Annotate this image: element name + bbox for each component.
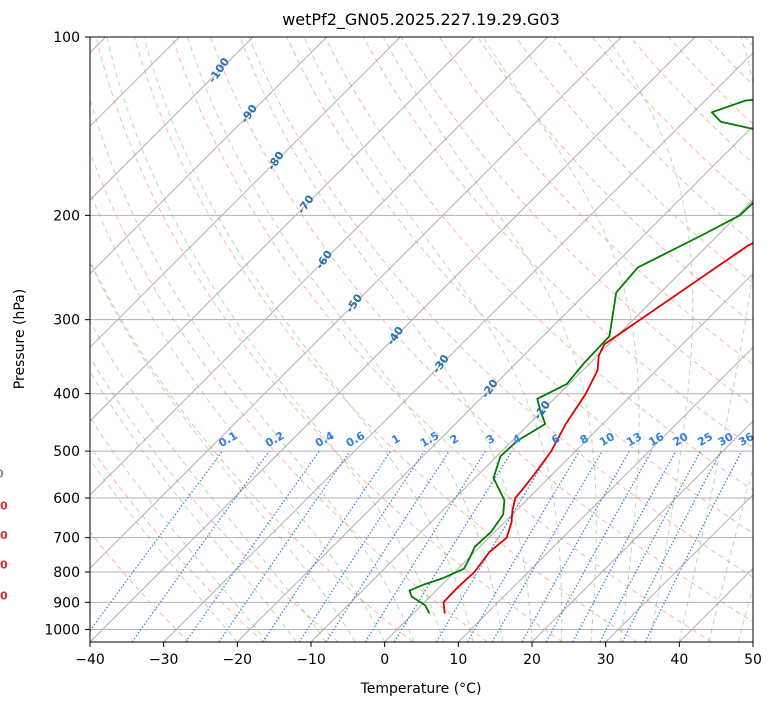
moist-adiabat-line xyxy=(382,37,597,642)
dewpoint-profile xyxy=(408,98,753,614)
x-tick-label: 50 xyxy=(744,652,762,668)
isotherm-line xyxy=(605,493,753,642)
y-tick-label: 600 xyxy=(53,491,80,507)
y-tick-label: 900 xyxy=(53,595,80,611)
moist-adiabat-line xyxy=(143,37,474,642)
y-tick-label: 1000 xyxy=(44,622,80,638)
x-tick-label: −30 xyxy=(149,652,179,668)
dry-adiabat-line xyxy=(210,37,753,623)
mixing-ratio-line xyxy=(262,450,392,642)
mixing-ratio-line xyxy=(218,450,351,642)
isotherm-line xyxy=(163,51,753,642)
isotherm-line xyxy=(90,37,475,422)
mixing-ratio-line xyxy=(521,450,631,642)
isotherm-line xyxy=(384,272,753,642)
moist-adiabat-line xyxy=(607,37,694,642)
x-tick-label: −40 xyxy=(75,652,105,668)
dry-adiabat-line xyxy=(515,37,753,284)
moist-adiabat-label: 10 xyxy=(0,499,8,512)
dry-adiabat-line xyxy=(171,37,712,642)
moist-adiabat-line xyxy=(90,370,297,642)
mixing-ratio-line xyxy=(572,450,677,642)
x-tick-label: −20 xyxy=(223,652,253,668)
moist-adiabat-line xyxy=(90,97,415,642)
moist-adiabat-line xyxy=(482,37,640,642)
y-tick-label: 800 xyxy=(53,565,80,581)
mixing-ratio-line xyxy=(545,450,653,642)
isotherm-line xyxy=(457,346,753,642)
axis-layer: −40 −30 −20 −10 0 10 20 30 40 50 100 200 300 400 500 60… xyxy=(44,30,762,668)
isotherm-line xyxy=(236,125,753,642)
dry-adiabat-line xyxy=(248,37,753,578)
moist-adiabat-line xyxy=(90,190,386,642)
moist-adiabat-line xyxy=(90,458,238,642)
x-tick-label: 40 xyxy=(670,652,688,668)
moist-adiabat-line xyxy=(90,261,356,642)
y-tick-label: 500 xyxy=(53,444,80,460)
x-tick-label: −10 xyxy=(296,652,326,668)
y-tick-label: 300 xyxy=(53,313,80,329)
isotherm-line xyxy=(531,420,753,642)
profile-layer xyxy=(408,98,753,614)
dry-adiabat-line xyxy=(133,37,638,642)
temperature-profile xyxy=(442,242,753,614)
dry-adiabat-line xyxy=(400,37,753,407)
dry-adiabat-line xyxy=(90,445,264,642)
isotherm-line xyxy=(90,37,622,570)
isotherm-line xyxy=(90,37,549,496)
isotherm-line xyxy=(90,37,401,349)
moist-adiabat-line xyxy=(239,37,533,642)
moist-adiabat-line xyxy=(303,37,563,642)
mixing-ratio-line xyxy=(298,450,425,642)
mixing-ratio-line xyxy=(364,450,486,642)
plot-frame xyxy=(89,36,754,643)
chart-title: wetPf2_GN05.2025.227.19.29.G03 xyxy=(282,10,560,30)
dry-adiabat-line xyxy=(95,37,563,642)
dry-adiabat-line xyxy=(90,531,190,642)
mixing-ratio-line xyxy=(435,450,552,642)
adiabat-layer xyxy=(90,37,753,642)
mixing-ratio-line xyxy=(393,450,513,642)
y-tick-label: 400 xyxy=(53,387,80,403)
mixing-ratio-line xyxy=(621,450,722,642)
moist-adiabat-label: 0 xyxy=(0,468,4,481)
y-tick-label: 200 xyxy=(53,208,80,224)
moist-adiabat-line xyxy=(106,37,445,642)
isotherm-line xyxy=(90,37,328,275)
y-axis-label: Pressure (hPa) xyxy=(12,289,28,389)
isotherm-line xyxy=(90,37,696,642)
x-tick-label: 0 xyxy=(380,652,389,668)
y-tick-label: 700 xyxy=(53,531,80,547)
grid-layer xyxy=(90,37,753,642)
x-tick-label: 30 xyxy=(597,652,615,668)
moist-adiabat-label: 20 xyxy=(0,529,8,542)
moist-adiabat-line xyxy=(187,37,503,642)
mixing-ratio-line xyxy=(644,450,743,642)
mixing-ratio-line xyxy=(325,450,450,642)
dry-adiabat-line xyxy=(90,150,488,642)
moist-adiabat-label: 30 xyxy=(0,559,8,572)
mixing-ratio-line xyxy=(90,450,223,632)
moist-adiabat-line xyxy=(90,416,268,642)
y-tick-label: 100 xyxy=(53,30,80,46)
mixing-ratio-line xyxy=(131,450,270,642)
dry-adiabat-line xyxy=(438,37,753,366)
mixing-ratio-line xyxy=(599,450,702,642)
x-axis-label: Temperature (°C) xyxy=(360,681,482,697)
moist-adiabat-label: 40 xyxy=(0,590,8,603)
x-tick-label: 10 xyxy=(449,652,467,668)
mixing-ratio-line xyxy=(185,450,320,642)
isotherm-line xyxy=(90,37,254,201)
mixing-ratio-layer xyxy=(90,450,743,642)
dry-adiabat-line xyxy=(90,259,414,642)
dry-adiabat-line xyxy=(286,37,753,534)
x-tick-label: 20 xyxy=(523,652,541,668)
